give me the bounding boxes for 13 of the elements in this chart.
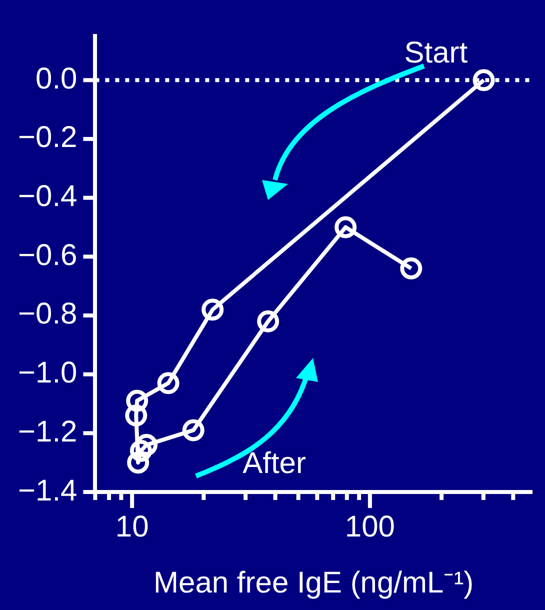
y-tick-label: −0.4 [18, 180, 78, 214]
y-tick-label: 0.0 [36, 62, 78, 96]
y-tick-label: −0.6 [18, 238, 78, 272]
annotation: After [242, 446, 306, 480]
x-tick-label: 10 [115, 510, 149, 544]
y-tick-label: −1.2 [18, 415, 78, 448]
x-tick-label: 100 [344, 510, 395, 544]
y-tick-label: −0.8 [18, 298, 78, 331]
x-axis-title: Mean free IgE (ng/mL⁻¹) [154, 566, 474, 600]
y-tick-label: −0.2 [18, 121, 78, 154]
y-tick-label: −1.4 [18, 474, 78, 508]
annotation: Start [404, 36, 468, 70]
y-tick-label: −1.0 [18, 356, 78, 390]
